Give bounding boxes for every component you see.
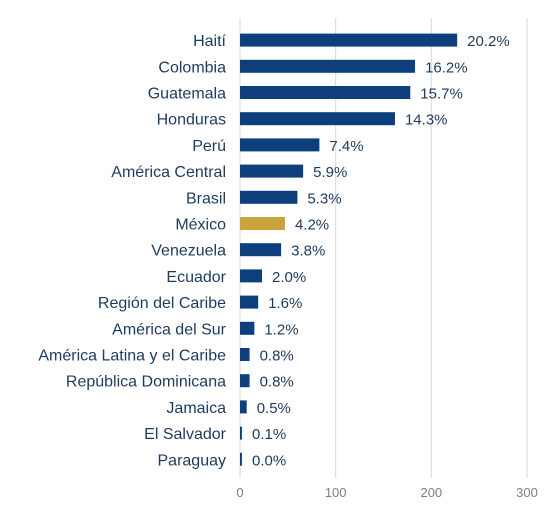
category-label: América del Sur — [112, 321, 226, 338]
bar — [240, 243, 282, 257]
bar — [240, 33, 458, 47]
data-label: 16.2% — [425, 59, 468, 76]
bar — [240, 295, 259, 309]
data-label: 7.4% — [329, 138, 363, 155]
category-label: El Salvador — [144, 426, 226, 443]
bar-layer — [240, 33, 458, 466]
x-tick-layer: 0 100 200 300 — [236, 485, 537, 500]
x-tick-label: 300 — [516, 485, 538, 500]
category-label: México — [175, 217, 226, 234]
category-label: Paraguay — [158, 452, 227, 469]
data-label: 1.6% — [268, 295, 302, 312]
category-label: República Dominicana — [66, 374, 226, 391]
bar — [240, 217, 285, 230]
category-label: Ecuador — [166, 269, 226, 286]
bar — [240, 321, 255, 335]
bar — [240, 400, 247, 414]
category-label: Región del Caribe — [98, 295, 226, 312]
bar — [240, 190, 298, 204]
data-label: 15.7% — [420, 86, 463, 103]
x-tick-label: 100 — [325, 485, 347, 500]
data-label: 20.2% — [467, 33, 510, 50]
data-label: 0.5% — [257, 400, 291, 417]
data-label-layer: 20.2% 16.2% 15.7% 14.3% 7.4% 5.9% 5.3% 4.2% 3.8%… — [252, 33, 510, 469]
category-label-layer: Haití Colombia Guatemala Honduras Perú Améric… — [38, 33, 226, 469]
x-tick-label: 200 — [420, 485, 442, 500]
category-label: Jamaica — [166, 400, 226, 417]
bar — [240, 426, 242, 440]
data-label: 14.3% — [405, 112, 448, 129]
bar — [240, 112, 395, 126]
category-label: Colombia — [158, 59, 226, 76]
category-label: Venezuela — [151, 243, 226, 260]
data-label: 0.0% — [252, 452, 286, 469]
category-label: América Latina y el Caribe — [38, 348, 226, 365]
bar — [240, 269, 263, 283]
category-label: Perú — [192, 138, 226, 155]
data-label: 0.1% — [252, 426, 286, 443]
x-tick-label: 0 — [236, 485, 243, 500]
bar — [240, 86, 411, 99]
category-label: Haití — [193, 33, 226, 50]
bar — [240, 59, 416, 73]
bar — [240, 452, 242, 466]
data-label: 0.8% — [260, 374, 294, 391]
data-label: 5.3% — [307, 190, 341, 207]
data-label: 5.9% — [313, 164, 347, 181]
category-label: Honduras — [157, 112, 226, 129]
category-label: América Central — [111, 164, 226, 181]
bar — [240, 348, 250, 361]
data-label: 4.2% — [295, 217, 329, 234]
data-label: 3.8% — [291, 243, 325, 260]
bar — [240, 138, 320, 152]
bar — [240, 164, 304, 178]
data-label: 0.8% — [260, 348, 294, 365]
bar — [240, 374, 250, 388]
category-label: Brasil — [186, 190, 226, 207]
data-label: 2.0% — [272, 269, 306, 286]
category-label: Guatemala — [148, 86, 226, 103]
data-label: 1.2% — [264, 321, 298, 338]
